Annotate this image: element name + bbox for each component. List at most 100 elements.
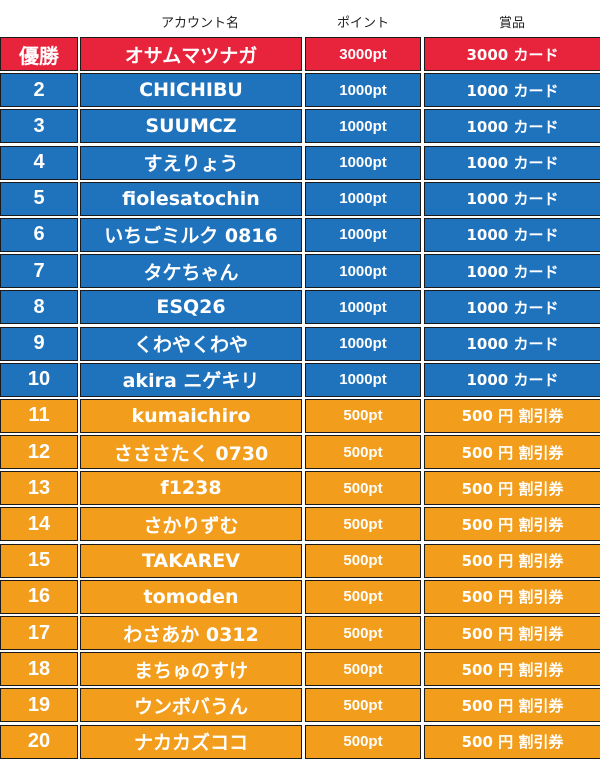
points-cell: 500pt	[305, 579, 421, 614]
rank-cell: 3	[0, 109, 78, 144]
account-name-cell: くわやくわや	[80, 326, 302, 361]
table-row: 20 ナカカズココ 500pt 500 円 割引券	[0, 724, 600, 760]
points-cell: 1000pt	[305, 326, 421, 361]
table-row: 15 TAKAREV 500pt 500 円 割引券	[0, 543, 600, 579]
table-row: 12 さささたく 0730 500pt 500 円 割引券	[0, 434, 600, 470]
prize-cell: 1000 カード	[424, 73, 600, 108]
account-name-cell: TAKAREV	[80, 543, 302, 578]
points-cell: 500pt	[305, 471, 421, 506]
points-cell: 1000pt	[305, 109, 421, 144]
rank-cell: 10	[0, 362, 78, 397]
account-name-cell: さささたく 0730	[80, 435, 302, 470]
table-row: 6 いちごミルク 0816 1000pt 1000 カード	[0, 217, 600, 253]
ranking-table: 優勝 オサムマツナガ 3000pt 3000 カード 2 CHICHIBU 1000pt 10…	[0, 36, 600, 760]
prize-cell: 1000 カード	[424, 362, 600, 397]
table-row: 17 わさあか 0312 500pt 500 円 割引券	[0, 615, 600, 651]
prize-cell: 500 円 割引券	[424, 688, 600, 723]
rank-cell: 2	[0, 73, 78, 108]
rank-cell: 11	[0, 398, 78, 433]
table-row: 5 fiolesatochin 1000pt 1000 カード	[0, 181, 600, 217]
points-cell: 3000pt	[305, 37, 421, 71]
account-name-cell: tomoden	[80, 579, 302, 614]
points-cell: 1000pt	[305, 362, 421, 397]
account-name-cell: オサムマツナガ	[80, 37, 302, 71]
points-cell: 500pt	[305, 398, 421, 433]
prize-cell: 500 円 割引券	[424, 724, 600, 759]
account-name-cell: ナカカズココ	[80, 724, 302, 759]
account-name-cell: いちごミルク 0816	[80, 217, 302, 252]
table-row: 19 ウンボバうん 500pt 500 円 割引券	[0, 687, 600, 723]
account-name-cell: f1238	[80, 471, 302, 506]
points-cell: 1000pt	[305, 254, 421, 289]
prize-cell: 500 円 割引券	[424, 652, 600, 687]
header-account-name: アカウント名	[160, 16, 239, 31]
rank-cell: 16	[0, 579, 78, 614]
prize-cell: 1000 カード	[424, 109, 600, 144]
points-cell: 500pt	[305, 688, 421, 723]
rank-cell: 優勝	[0, 37, 78, 71]
prize-cell: 3000 カード	[424, 37, 600, 71]
rank-cell: 17	[0, 616, 78, 650]
prize-cell: 1000 カード	[424, 217, 600, 252]
rank-cell: 6	[0, 217, 78, 252]
account-name-cell: kumaichiro	[80, 398, 302, 433]
account-name-cell: CHICHIBU	[80, 73, 302, 108]
rank-cell: 18	[0, 652, 78, 687]
points-cell: 500pt	[305, 616, 421, 650]
rank-cell: 15	[0, 543, 78, 578]
rank-cell: 13	[0, 471, 78, 506]
header-points: ポイント	[336, 16, 389, 31]
prize-cell: 500 円 割引券	[424, 579, 600, 614]
table-row: 16 tomoden 500pt 500 円 割引券	[0, 579, 600, 615]
header-prize: 賞品	[498, 16, 525, 31]
points-cell: 500pt	[305, 724, 421, 759]
table-header: アカウント名 ポイント 賞品	[0, 0, 600, 36]
account-name-cell: SUUMCZ	[80, 109, 302, 144]
account-name-cell: fiolesatochin	[80, 181, 302, 216]
account-name-cell: わさあか 0312	[80, 616, 302, 650]
points-cell: 500pt	[305, 507, 421, 542]
points-cell: 1000pt	[305, 181, 421, 216]
account-name-cell: タケちゃん	[80, 254, 302, 289]
table-row: 18 まちゅのすけ 500pt 500 円 割引券	[0, 651, 600, 687]
prize-cell: 500 円 割引券	[424, 398, 600, 433]
rank-cell: 9	[0, 326, 78, 361]
table-row: 4 すえりょう 1000pt 1000 カード	[0, 145, 600, 181]
table-row: 9 くわやくわや 1000pt 1000 カード	[0, 326, 600, 362]
prize-cell: 500 円 割引券	[424, 435, 600, 470]
account-name-cell: akira ニゲキリ	[80, 362, 302, 397]
prize-cell: 1000 カード	[424, 254, 600, 289]
prize-cell: 1000 カード	[424, 326, 600, 361]
points-cell: 1000pt	[305, 73, 421, 108]
table-row: 3 SUUMCZ 1000pt 1000 カード	[0, 108, 600, 144]
points-cell: 1000pt	[305, 145, 421, 180]
rank-cell: 19	[0, 688, 78, 723]
rank-cell: 5	[0, 181, 78, 216]
rank-cell: 12	[0, 435, 78, 470]
account-name-cell: ウンボバうん	[80, 688, 302, 723]
points-cell: 500pt	[305, 435, 421, 470]
points-cell: 1000pt	[305, 290, 421, 325]
rank-cell: 4	[0, 145, 78, 180]
prize-cell: 500 円 割引券	[424, 616, 600, 650]
rank-cell: 8	[0, 290, 78, 325]
table-row: 8 ESQ26 1000pt 1000 カード	[0, 289, 600, 325]
prize-cell: 500 円 割引券	[424, 507, 600, 542]
account-name-cell: すえりょう	[80, 145, 302, 180]
rank-cell: 20	[0, 724, 78, 759]
prize-cell: 500 円 割引券	[424, 543, 600, 578]
prize-cell: 1000 カード	[424, 181, 600, 216]
table-row: 11 kumaichiro 500pt 500 円 割引券	[0, 398, 600, 434]
prize-cell: 1000 カード	[424, 145, 600, 180]
account-name-cell: まちゅのすけ	[80, 652, 302, 687]
table-row: 7 タケちゃん 1000pt 1000 カード	[0, 253, 600, 289]
points-cell: 1000pt	[305, 217, 421, 252]
table-row: 2 CHICHIBU 1000pt 1000 カード	[0, 72, 600, 108]
points-cell: 500pt	[305, 652, 421, 687]
rank-cell: 7	[0, 254, 78, 289]
rank-cell: 14	[0, 507, 78, 542]
prize-cell: 1000 カード	[424, 290, 600, 325]
account-name-cell: さかりずむ	[80, 507, 302, 542]
table-row: 14 さかりずむ 500pt 500 円 割引券	[0, 506, 600, 542]
account-name-cell: ESQ26	[80, 290, 302, 325]
